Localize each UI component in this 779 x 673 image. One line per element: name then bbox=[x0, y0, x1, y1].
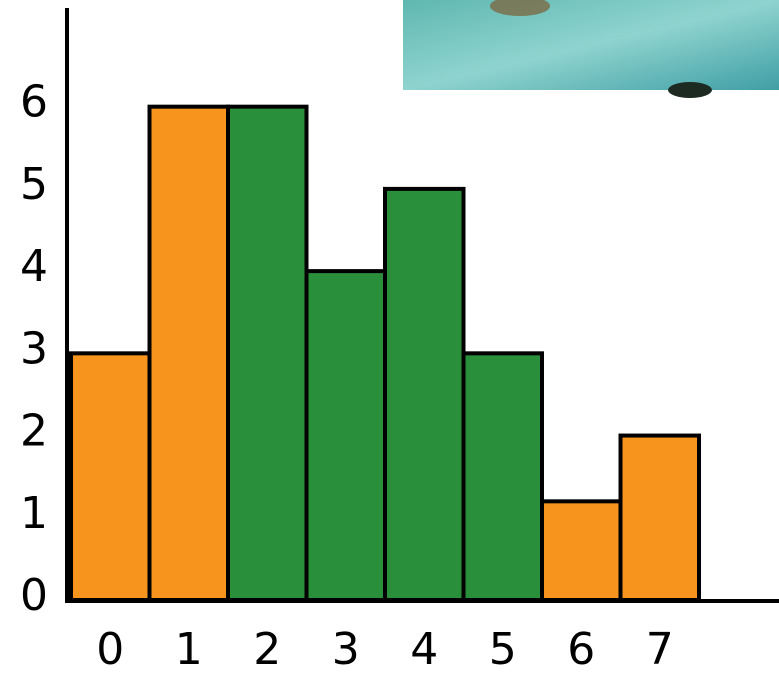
x-tick-label: 7 bbox=[646, 624, 674, 673]
y-tick-label: 3 bbox=[20, 323, 48, 374]
bar bbox=[542, 501, 621, 600]
plot: 0 1 2 3 4 5 6 0 1 2 3 4 5 6 7 bbox=[20, 77, 699, 673]
x-tick-label: 0 bbox=[96, 624, 124, 673]
bar bbox=[621, 436, 700, 600]
bar bbox=[228, 107, 307, 600]
bar bbox=[307, 271, 386, 600]
y-tick-label: 1 bbox=[20, 488, 48, 539]
y-tick-label: 2 bbox=[20, 406, 48, 457]
x-tick-label: 3 bbox=[332, 624, 360, 673]
x-tick-label: 5 bbox=[489, 624, 517, 673]
bar bbox=[150, 107, 229, 600]
x-tick-label: 1 bbox=[175, 624, 203, 673]
x-tick-label: 4 bbox=[410, 624, 438, 673]
y-tick-label: 5 bbox=[20, 159, 48, 210]
y-tick-label: 0 bbox=[20, 570, 48, 621]
y-tick-label: 6 bbox=[20, 77, 48, 128]
x-tick-label: 6 bbox=[567, 624, 595, 673]
x-tick-label: 2 bbox=[253, 624, 281, 673]
bar bbox=[71, 353, 150, 600]
bar bbox=[464, 353, 543, 600]
page: {"chart_data": {"type": "bar", "categori… bbox=[0, 0, 779, 673]
chart: 0 1 2 3 4 5 6 0 1 2 3 4 5 6 7 bbox=[0, 0, 779, 673]
bar bbox=[385, 189, 464, 600]
y-tick-label: 4 bbox=[20, 241, 48, 292]
photo bbox=[403, 0, 779, 98]
